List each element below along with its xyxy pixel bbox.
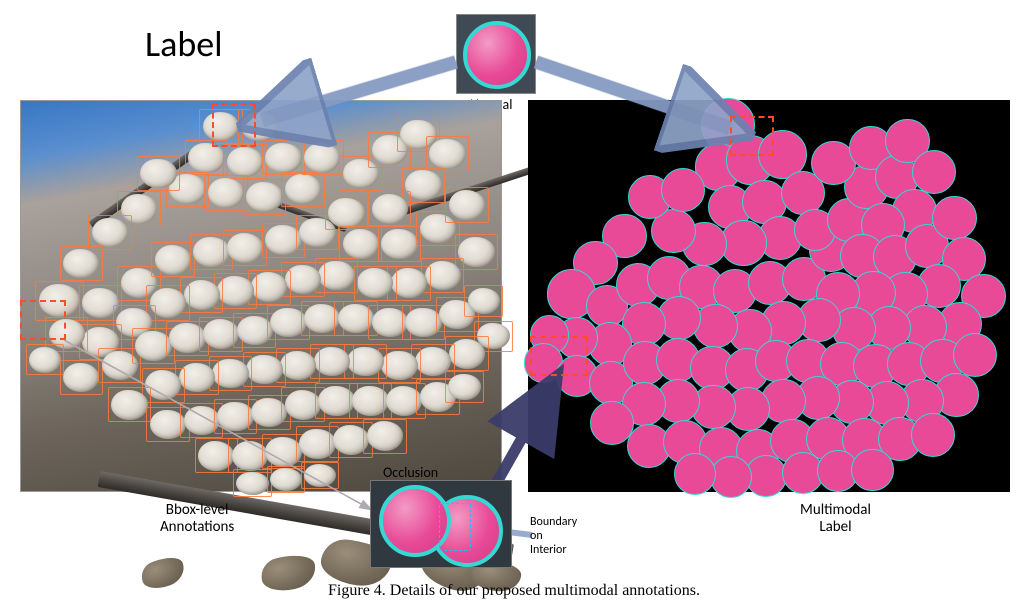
occlusion-boundary-box bbox=[439, 503, 471, 551]
caption-right: Multimodal Label bbox=[800, 502, 871, 537]
caption-left: Bbox-level Annotations bbox=[160, 502, 234, 537]
boundary-text-content: Boundary on Interior bbox=[530, 515, 577, 557]
inset-occlusion bbox=[370, 480, 512, 568]
highlight-left-top bbox=[212, 103, 256, 147]
arrow-normal-to-left bbox=[0, 0, 1028, 607]
highlight-right-top bbox=[730, 116, 774, 156]
figure-container: Label Normal bbox=[0, 0, 1028, 607]
boundary-text: Boundary on Interior bbox=[530, 516, 577, 557]
highlight-left-mid bbox=[20, 300, 66, 340]
highlight-right-mid bbox=[530, 336, 588, 376]
occlusion-label: Occlusion bbox=[383, 465, 438, 481]
figure-caption: Figure 4. Details of our proposed multim… bbox=[0, 582, 1028, 600]
